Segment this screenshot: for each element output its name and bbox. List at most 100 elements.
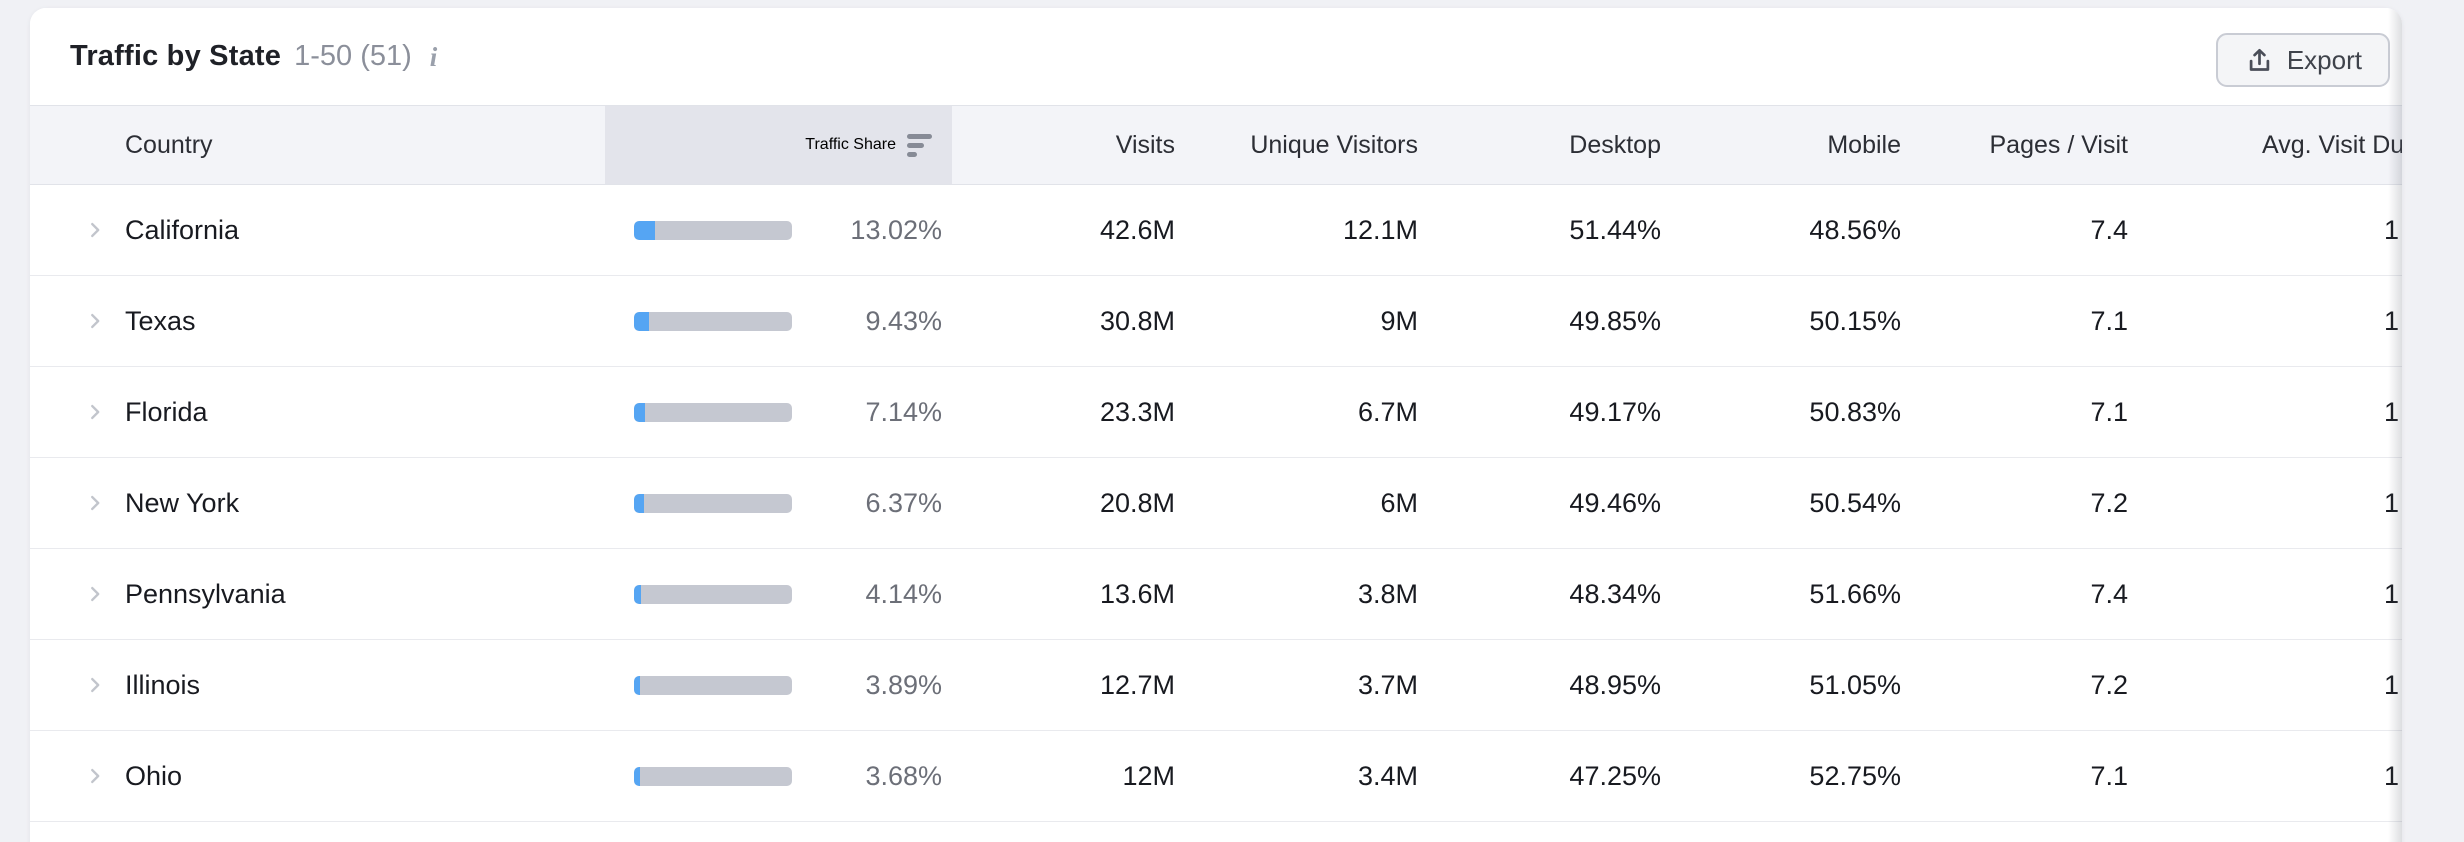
- unique-visitors-value: 3.4M: [1357, 760, 1418, 791]
- visits-value: 30.8M: [1099, 305, 1175, 336]
- desktop-share-value: 49.85%: [1569, 305, 1661, 336]
- pages-per-visit-value: 7.4: [2090, 578, 2128, 609]
- country-name: New York: [125, 487, 240, 518]
- mobile-share-value: 50.54%: [1809, 487, 1901, 518]
- country-name: Ohio: [125, 760, 183, 791]
- chevron-right-icon[interactable]: [78, 458, 112, 548]
- card-header: Traffic by State 1-50 (51) i Export: [30, 8, 2402, 105]
- column-header-avg-visit-duration[interactable]: Avg. Visit Du: [2262, 130, 2402, 159]
- mobile-share-value: 50.83%: [1809, 396, 1901, 427]
- mobile-share-value: 48.56%: [1809, 214, 1901, 245]
- table-row: Ohio 3.68% 12M 3.4M 47.25% 52.75% 7.1 1: [30, 731, 2402, 822]
- row-range-label: 1-50 (51): [294, 40, 412, 72]
- column-header-traffic-share[interactable]: Traffic Share: [605, 106, 952, 184]
- avg-visit-duration-value-clipped: 1: [2384, 669, 2400, 700]
- chevron-right-icon[interactable]: [78, 185, 112, 275]
- partial-next-row: [30, 822, 2402, 842]
- country-name: Texas: [125, 305, 196, 336]
- traffic-share-value: 13.02%: [850, 214, 942, 245]
- traffic-share-value: 9.43%: [865, 305, 942, 336]
- mobile-share-value: 51.66%: [1809, 578, 1901, 609]
- visits-value: 23.3M: [1099, 396, 1175, 427]
- unique-visitors-value: 6M: [1380, 487, 1418, 518]
- traffic-share-bar: [634, 494, 792, 513]
- traffic-share-bar-fill: [634, 403, 646, 422]
- pages-per-visit-value: 7.1: [2090, 305, 2128, 336]
- avg-visit-duration-value-clipped: 1: [2384, 578, 2400, 609]
- traffic-share-value: 7.14%: [865, 396, 942, 427]
- traffic-share-bar: [634, 221, 792, 240]
- unique-visitors-value: 9M: [1380, 305, 1418, 336]
- chevron-right-icon[interactable]: [78, 549, 112, 639]
- column-header-desktop[interactable]: Desktop: [1569, 130, 1661, 159]
- avg-visit-duration-value-clipped: 1: [2384, 487, 2400, 518]
- desktop-share-value: 48.34%: [1569, 578, 1661, 609]
- column-header-unique-visitors[interactable]: Unique Visitors: [1250, 130, 1418, 159]
- traffic-share-bar-fill: [634, 494, 645, 513]
- country-name: Pennsylvania: [125, 578, 286, 609]
- pages-per-visit-value: 7.1: [2090, 760, 2128, 791]
- chevron-right-icon[interactable]: [78, 276, 112, 366]
- traffic-share-bar-fill: [634, 767, 640, 786]
- column-header-visits[interactable]: Visits: [1115, 130, 1175, 159]
- pages-per-visit-value: 7.2: [2090, 669, 2128, 700]
- sort-descending-icon: [907, 133, 932, 157]
- traffic-share-bar: [634, 585, 792, 604]
- avg-visit-duration-value-clipped: 1: [2384, 214, 2400, 245]
- table-row: New York 6.37% 20.8M 6M 49.46% 50.54% 7.…: [30, 458, 2402, 549]
- info-icon[interactable]: i: [429, 42, 438, 72]
- unique-visitors-value: 3.8M: [1357, 578, 1418, 609]
- traffic-share-value: 3.89%: [865, 669, 942, 700]
- export-button-label: Export: [2286, 44, 2362, 75]
- desktop-share-value: 47.25%: [1569, 760, 1661, 791]
- column-header-country[interactable]: Country: [125, 130, 213, 159]
- avg-visit-duration-value-clipped: 1: [2384, 305, 2400, 336]
- country-name: Florida: [125, 396, 208, 427]
- table-row: Texas 9.43% 30.8M 9M 49.85% 50.15% 7.1 1: [30, 276, 2402, 367]
- traffic-share-bar-fill: [634, 585, 641, 604]
- unique-visitors-value: 6.7M: [1357, 396, 1418, 427]
- pages-per-visit-value: 7.4: [2090, 214, 2128, 245]
- chevron-right-icon[interactable]: [78, 640, 112, 730]
- avg-visit-duration-value-clipped: 1: [2384, 396, 2400, 427]
- traffic-share-value: 4.14%: [865, 578, 942, 609]
- visits-value: 42.6M: [1099, 214, 1175, 245]
- mobile-share-value: 51.05%: [1809, 669, 1901, 700]
- table-header: Country Traffic Share Visits Unique Visi…: [30, 105, 2402, 185]
- table-body: California 13.02% 42.6M 12.1M 51.44% 48.…: [30, 185, 2402, 822]
- desktop-share-value: 49.46%: [1569, 487, 1661, 518]
- visits-value: 12.7M: [1099, 669, 1175, 700]
- pages-per-visit-value: 7.1: [2090, 396, 2128, 427]
- column-header-mobile[interactable]: Mobile: [1827, 130, 1901, 159]
- table-row: Pennsylvania 4.14% 13.6M 3.8M 48.34% 51.…: [30, 549, 2402, 640]
- visits-value: 12M: [1122, 760, 1175, 791]
- upload-icon: [2244, 45, 2275, 76]
- page-title: Traffic by State: [70, 40, 282, 72]
- traffic-by-state-card: Traffic by State 1-50 (51) i Export Coun…: [30, 8, 2402, 842]
- unique-visitors-value: 12.1M: [1342, 214, 1418, 245]
- traffic-share-bar: [634, 676, 792, 695]
- country-name: California: [125, 214, 240, 245]
- table-row: Illinois 3.89% 12.7M 3.7M 48.95% 51.05% …: [30, 640, 2402, 731]
- country-name: Illinois: [125, 669, 201, 700]
- chevron-right-icon[interactable]: [78, 731, 112, 821]
- traffic-share-bar-fill: [634, 221, 655, 240]
- visits-value: 13.6M: [1099, 578, 1175, 609]
- traffic-share-value: 3.68%: [865, 760, 942, 791]
- traffic-share-value: 6.37%: [865, 487, 942, 518]
- traffic-share-header-label: Traffic Share: [805, 136, 896, 153]
- desktop-share-value: 48.95%: [1569, 669, 1661, 700]
- table-row: California 13.02% 42.6M 12.1M 51.44% 48.…: [30, 185, 2402, 276]
- traffic-share-bar: [634, 767, 792, 786]
- chevron-right-icon[interactable]: [78, 367, 112, 457]
- traffic-share-bar-fill: [634, 676, 641, 695]
- export-button[interactable]: Export: [2215, 33, 2390, 87]
- traffic-share-bar: [634, 312, 792, 331]
- visits-value: 20.8M: [1099, 487, 1175, 518]
- mobile-share-value: 50.15%: [1809, 305, 1901, 336]
- avg-visit-duration-value-clipped: 1: [2384, 760, 2400, 791]
- pages-per-visit-value: 7.2: [2090, 487, 2128, 518]
- column-header-pages-per-visit[interactable]: Pages / Visit: [1989, 130, 2128, 159]
- unique-visitors-value: 3.7M: [1357, 669, 1418, 700]
